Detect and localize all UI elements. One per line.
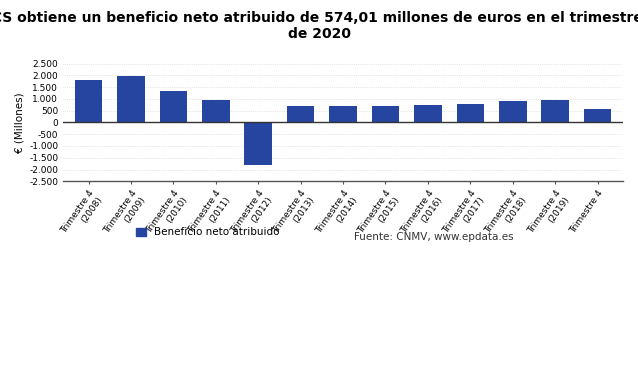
Bar [75,80,102,122]
Bar [584,109,611,122]
Bar [160,91,187,122]
Bar [287,106,315,122]
Bar [202,100,230,122]
Text: ACS obtiene un beneficio neto atribuido de 574,01 millones de euros en el trimes: ACS obtiene un beneficio neto atribuido … [0,11,638,42]
Bar [457,104,484,122]
Y-axis label: € (Millones): € (Millones) [15,92,25,153]
Bar [499,101,526,122]
Bar [414,105,441,122]
Bar [372,106,399,122]
Legend: Beneficio neto atribuido: Beneficio neto atribuido [135,227,280,237]
Bar [329,106,357,122]
Text: Fuente: CNMV, www.epdata.es: Fuente: CNMV, www.epdata.es [354,232,514,242]
Bar [542,100,569,122]
Bar [244,122,272,165]
Bar [117,76,145,122]
